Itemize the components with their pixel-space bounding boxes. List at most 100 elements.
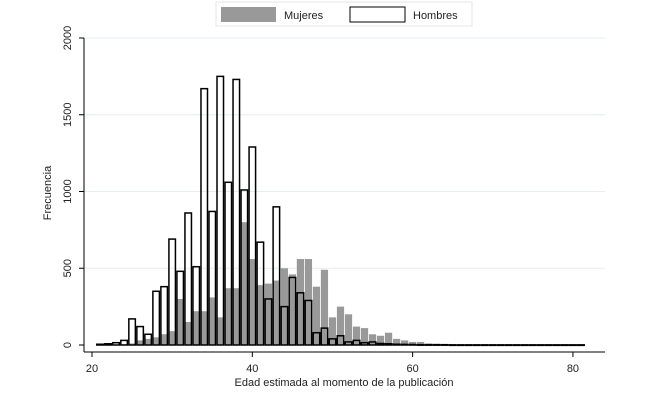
bar-hombres-44	[280, 305, 289, 346]
bar-mujeres-48	[312, 286, 321, 345]
y-tick-label: 1000	[62, 179, 74, 203]
bar-hombres-80	[568, 344, 577, 347]
bar-hombres-46	[296, 292, 305, 346]
legend-label-mujeres: Mujeres	[284, 10, 324, 22]
hombres-bars	[96, 75, 585, 347]
bar-mujeres-37	[224, 288, 232, 345]
bar-hombres-70	[488, 344, 497, 347]
bar-hombres-37	[224, 181, 233, 346]
bar-hombres-63	[432, 343, 441, 346]
x-tick-label: 20	[86, 363, 98, 375]
bar-mujeres-39	[240, 222, 248, 345]
bar-hombres-59	[400, 343, 409, 346]
bar-mujeres-46	[296, 259, 305, 345]
bar-mujeres-26	[136, 340, 144, 345]
bar-mujeres-53	[352, 326, 361, 345]
bar-hombres-76	[536, 344, 545, 347]
mujeres-bars	[104, 222, 481, 346]
bar-mujeres-51	[336, 306, 345, 345]
x-axis-title: Edad estimada al momento de la publicaci…	[235, 377, 454, 389]
bar-hombres-26	[136, 325, 145, 346]
bar-hombres-27	[144, 333, 153, 346]
bar-hombres-22	[104, 343, 113, 346]
bar-mujeres-38	[232, 288, 240, 345]
y-tick-label: 1500	[62, 103, 74, 127]
bar-mujeres-40	[248, 259, 256, 345]
bar-hombres-71	[496, 344, 505, 347]
bar-mujeres-60	[409, 341, 417, 345]
bar-hombres-81	[576, 344, 585, 347]
bar-hombres-23	[112, 341, 121, 346]
bar-hombres-53	[352, 339, 361, 346]
y-axis-title: Frecuencia	[42, 165, 54, 220]
bar-mujeres-57	[384, 332, 393, 345]
bar-hombres-72	[504, 344, 513, 347]
bar-mujeres-35	[208, 297, 216, 345]
bar-mujeres-34	[200, 311, 208, 345]
bar-hombres-66	[456, 344, 465, 347]
bar-hombres-73	[512, 344, 521, 347]
bar-hombres-42	[264, 298, 273, 346]
bar-hombres-50	[328, 338, 337, 346]
bar-hombres-64	[440, 343, 449, 346]
bar-hombres-49	[320, 327, 329, 346]
bar-mujeres-41	[256, 285, 264, 345]
bar-hombres-45	[288, 276, 297, 346]
bar-hombres-56	[376, 342, 385, 346]
bar-mujeres-27	[144, 338, 152, 345]
bar-hombres-48	[312, 331, 321, 346]
bar-mujeres-59	[401, 340, 409, 345]
bar-hombres-32	[184, 212, 193, 346]
x-tick-label: 40	[246, 363, 258, 375]
bar-hombres-52	[344, 341, 353, 346]
bar-hombres-61	[416, 343, 425, 346]
bar-hombres-28	[152, 290, 161, 346]
bar-mujeres-43	[272, 280, 280, 345]
bar-hombres-25	[128, 318, 137, 346]
bar-mujeres-33	[192, 311, 200, 345]
bar-hombres-36	[216, 75, 225, 346]
bar-mujeres-32	[184, 321, 192, 345]
bar-hombres-69	[480, 344, 489, 347]
bar-mujeres-49	[320, 269, 329, 345]
bar-hombres-30	[168, 238, 177, 346]
bar-mujeres-25	[128, 343, 136, 345]
bar-mujeres-47	[304, 259, 313, 345]
bar-hombres-51	[336, 335, 345, 346]
bar-hombres-24	[120, 339, 129, 346]
bar-mujeres-56	[376, 335, 385, 345]
bar-mujeres-28	[152, 337, 160, 345]
bar-mujeres-30	[168, 331, 176, 345]
y-tick-label: 500	[62, 259, 74, 277]
bar-hombres-57	[384, 343, 393, 346]
y-ticks: 0 500 1000 1500 2000	[62, 26, 84, 348]
bar-hombres-65	[448, 344, 457, 347]
bar-hombres-47	[304, 299, 313, 346]
bar-mujeres-61	[417, 341, 425, 345]
bar-hombres-31	[176, 270, 185, 346]
bar-hombres-21	[96, 343, 105, 346]
bar-hombres-54	[360, 341, 369, 346]
bar-hombres-58	[392, 343, 401, 346]
x-tick-label: 60	[407, 363, 419, 375]
bar-hombres-74	[520, 344, 529, 347]
bar-mujeres-31	[176, 298, 184, 345]
bar-mujeres-55	[368, 334, 377, 345]
bar-hombres-43	[272, 206, 281, 346]
bar-hombres-41	[256, 241, 265, 346]
bar-hombres-35	[208, 210, 217, 346]
y-tick-label: 0	[62, 342, 74, 348]
bar-mujeres-54	[360, 328, 369, 345]
bar-hombres-38	[232, 78, 241, 346]
bar-hombres-29	[160, 285, 169, 346]
bar-hombres-67	[464, 344, 473, 347]
bar-hombres-68	[472, 344, 481, 347]
bar-hombres-55	[368, 341, 377, 346]
bar-hombres-78	[552, 344, 561, 347]
legend-swatch-hombres	[349, 6, 406, 23]
x-ticks: 20 40 60 80	[86, 352, 579, 375]
bar-hombres-33	[192, 265, 201, 346]
bar-mujeres-52	[344, 314, 353, 345]
bar-hombres-39	[240, 189, 249, 346]
bar-mujeres-36	[216, 317, 224, 345]
